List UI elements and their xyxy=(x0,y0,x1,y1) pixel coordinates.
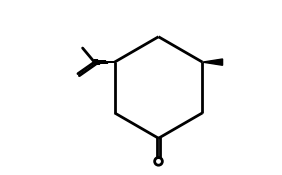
Polygon shape xyxy=(202,59,222,65)
